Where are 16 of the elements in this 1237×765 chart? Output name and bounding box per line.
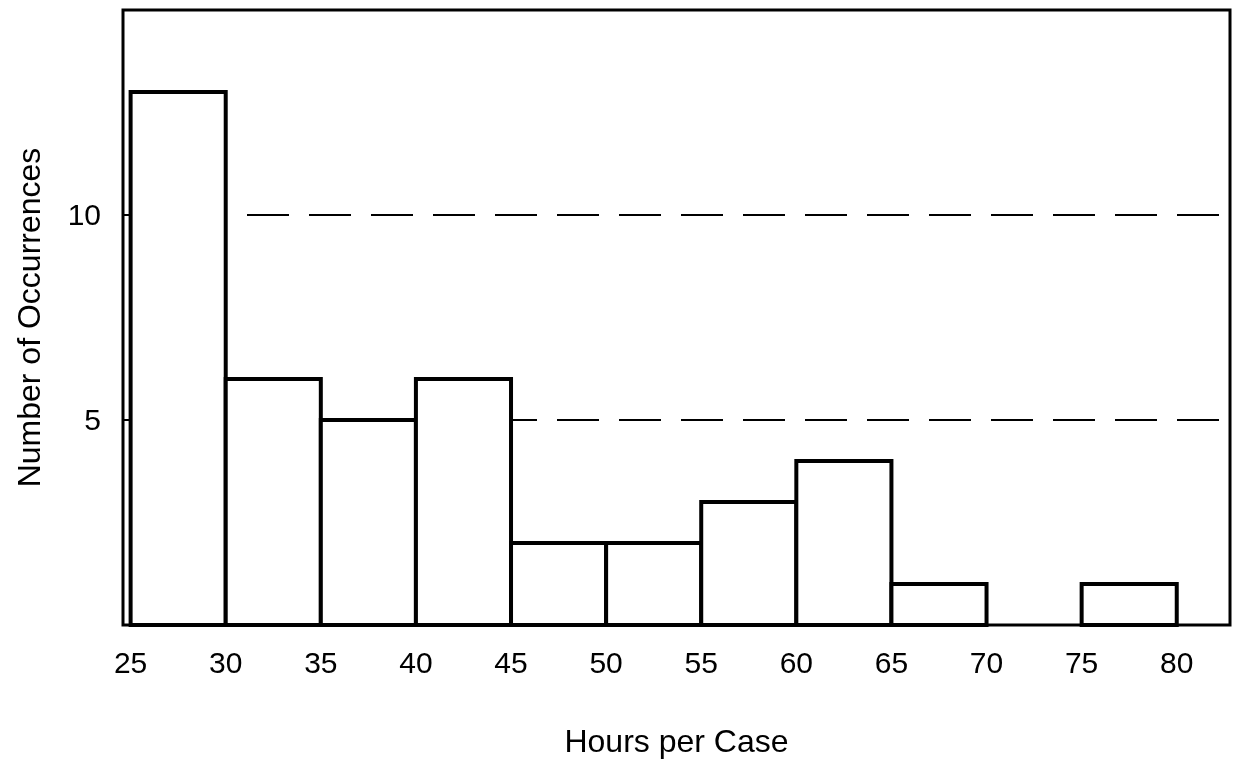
x-tick-label: 25 [113, 646, 148, 679]
x-axis-title: Hours per Case [564, 723, 789, 759]
y-tick-label: 5 [84, 403, 101, 436]
x-tick-label: 30 [209, 646, 243, 679]
x-tick-label: 65 [874, 646, 909, 679]
x-tick-label: 50 [589, 646, 623, 679]
x-tick-label: 45 [494, 646, 528, 679]
x-tick-label: 55 [684, 646, 718, 679]
x-tick-label: 80 [1160, 646, 1194, 679]
y-tick-label: 10 [67, 198, 101, 231]
x-tick-label: 35 [304, 646, 338, 679]
x-tick-label: 60 [779, 646, 814, 679]
y-axis-title: Number of Occurrences [11, 147, 47, 488]
x-tick-label: 75 [1064, 646, 1099, 679]
x-tick-label: 40 [399, 646, 433, 679]
x-tick-label: 70 [969, 646, 1004, 679]
